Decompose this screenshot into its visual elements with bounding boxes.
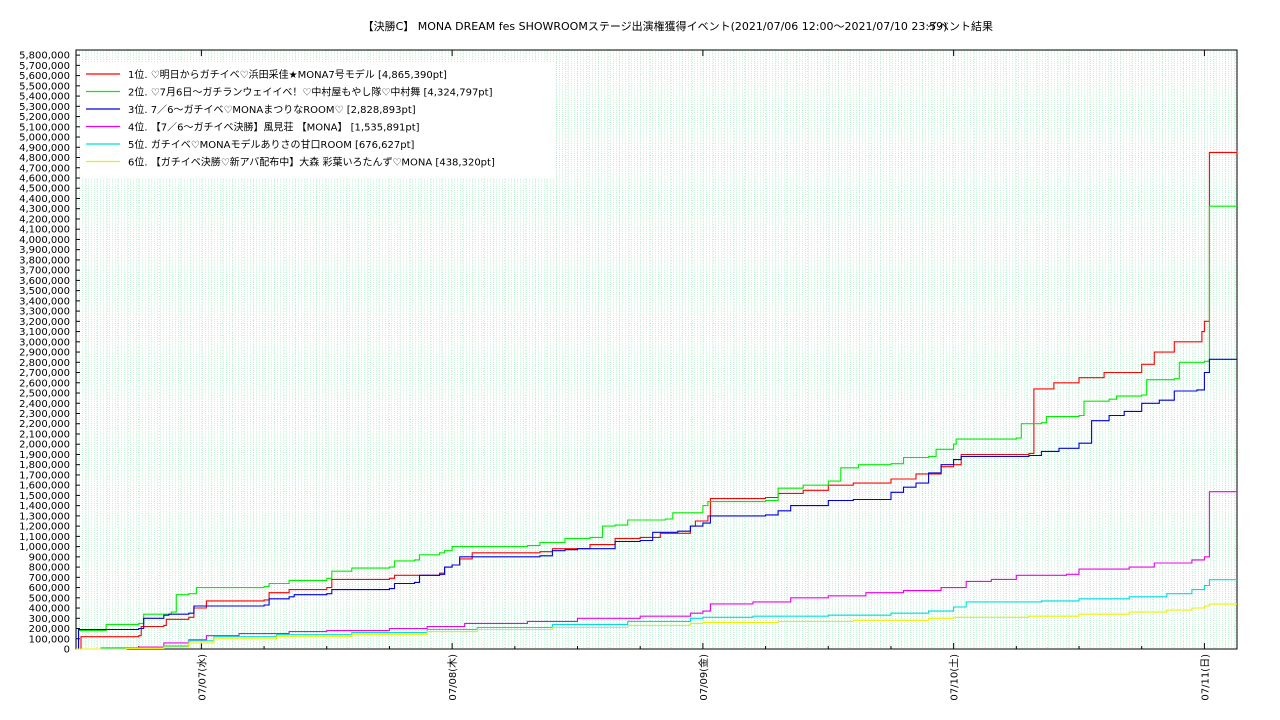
legend-label-3: 3位. 7／6〜ガチイベ♡MONAまつりなROOM♡ [2,828,893pt]	[128, 103, 416, 116]
y-tick-label: 1,100,000	[19, 532, 70, 543]
y-tick-label: 2,800,000	[19, 358, 70, 369]
y-tick-label: 900,000	[29, 552, 70, 563]
y-tick-label: 1,900,000	[19, 450, 70, 461]
y-tick-label: 1,800,000	[19, 460, 70, 471]
y-tick-label: 5,100,000	[19, 122, 70, 133]
series-line-2	[76, 205, 1237, 650]
y-tick-label: 2,300,000	[19, 409, 70, 420]
y-tick-label: 400,000	[29, 604, 70, 615]
legend-label-5: 5位. ガチイベ♡MONAモデルありさの甘口ROOM [676,627pt]	[128, 138, 415, 151]
y-tick-label: 3,100,000	[19, 327, 70, 338]
y-tick-label: 2,200,000	[19, 419, 70, 430]
chart-title: 【決勝C】 MONA DREAM fes SHOWROOMステージ出演権獲得イベ…	[363, 19, 948, 33]
y-tick-label: 4,400,000	[19, 194, 70, 205]
y-tick-label: 4,900,000	[19, 143, 70, 154]
legend-label-2: 2位. ♡7月6日〜ガチランウェイイベ！♡中村屋もやし隊♡中村舞 [4,324,…	[128, 86, 493, 99]
y-tick-label: 5,400,000	[19, 92, 70, 103]
y-tick-label: 3,900,000	[19, 245, 70, 256]
chart-subtitle: イベント結果	[927, 19, 993, 33]
y-tick-label: 3,600,000	[19, 276, 70, 287]
y-tick-label: 1,000,000	[19, 542, 70, 553]
y-tick-label: 4,300,000	[19, 204, 70, 215]
y-tick-label: 3,000,000	[19, 337, 70, 348]
y-tick-label: 2,400,000	[19, 399, 70, 410]
series-line-3	[76, 358, 1237, 650]
y-tick-label: 800,000	[29, 563, 70, 574]
y-tick-label: 5,500,000	[19, 81, 70, 92]
series-line-4	[76, 491, 1237, 650]
x-tick-label: 07/08(木)	[447, 654, 459, 701]
y-tick-label: 2,500,000	[19, 389, 70, 400]
series-line-1	[76, 150, 1238, 650]
y-tick-label: 2,100,000	[19, 429, 70, 440]
y-tick-label: 1,500,000	[19, 491, 70, 502]
y-tick-label: 5,700,000	[19, 61, 70, 72]
y-tick-label: 4,600,000	[19, 173, 70, 184]
y-tick-label: 300,000	[29, 614, 70, 625]
y-tick-label: 3,500,000	[19, 286, 70, 297]
y-tick-label: 5,300,000	[19, 102, 70, 113]
y-tick-label: 2,600,000	[19, 378, 70, 389]
y-tick-label: 4,800,000	[19, 153, 70, 164]
y-tick-label: 1,300,000	[19, 511, 70, 522]
plot-frame	[75, 49, 1238, 650]
y-tick-label: 1,700,000	[19, 470, 70, 481]
y-tick-label: 1,400,000	[19, 501, 70, 512]
legend: 1位. ♡明日からガチイベ♡浜田采佳★MONA7号モデル [4,865,390p…	[80, 62, 556, 178]
y-tick-label: 0	[64, 645, 70, 656]
y-tick-label: 3,800,000	[19, 255, 70, 266]
y-tick-label: 4,500,000	[19, 184, 70, 195]
x-axis: 07/07(水) 07/08(木) 07/09(金) 07/10(土) 07/11(日)	[75, 50, 1211, 701]
legend-box	[80, 62, 556, 178]
x-tick-label: 07/07(水)	[196, 654, 208, 701]
x-tick-label: 07/09(金)	[697, 654, 710, 701]
y-tick-label: 500,000	[29, 593, 70, 604]
y-tick-label: 200,000	[29, 624, 70, 635]
y-tick-label: 2,000,000	[19, 440, 70, 451]
y-tick-label: 5,000,000	[19, 133, 70, 144]
legend-label-4: 4位. 【7／6〜ガチイベ決勝】風見荘 【MONA】 [1,535,891pt]	[128, 121, 420, 134]
y-tick-label: 3,200,000	[19, 317, 70, 328]
y-tick-label: 3,700,000	[19, 266, 70, 277]
y-tick-label: 4,200,000	[19, 214, 70, 225]
x-tick-label: 07/11(日)	[1200, 654, 1211, 701]
y-tick-label: 700,000	[29, 573, 70, 584]
y-tick-label: 2,900,000	[19, 348, 70, 359]
y-tick-label: 5,800,000	[19, 51, 70, 62]
y-tick-label: 2,700,000	[19, 368, 70, 379]
legend-label-6: 6位. 【ガチイベ決勝♡新アバ配布中】大森 彩葉いろたんず♡MONA [438,…	[128, 156, 495, 169]
y-tick-label: 1,200,000	[19, 522, 70, 533]
y-axis: 0100,000200,000300,000400,000500,000600,…	[19, 51, 80, 656]
y-tick-label: 4,000,000	[19, 235, 70, 246]
y-tick-label: 4,100,000	[19, 225, 70, 236]
y-tick-label: 3,300,000	[19, 307, 70, 318]
series-line-6	[76, 603, 1237, 650]
y-tick-label: 3,400,000	[19, 296, 70, 307]
x-tick-label: 07/10(土)	[948, 654, 961, 701]
y-tick-label: 5,200,000	[19, 112, 70, 123]
y-tick-label: 600,000	[29, 583, 70, 594]
y-tick-label: 4,700,000	[19, 163, 70, 174]
legend-label-1: 1位. ♡明日からガチイベ♡浜田采佳★MONA7号モデル [4,865,390p…	[128, 68, 447, 81]
y-tick-label: 5,600,000	[19, 71, 70, 82]
series-lines	[76, 150, 1238, 650]
y-tick-label: 1,600,000	[19, 481, 70, 492]
series-line-5	[76, 579, 1237, 650]
y-tick-label: 100,000	[29, 634, 70, 645]
